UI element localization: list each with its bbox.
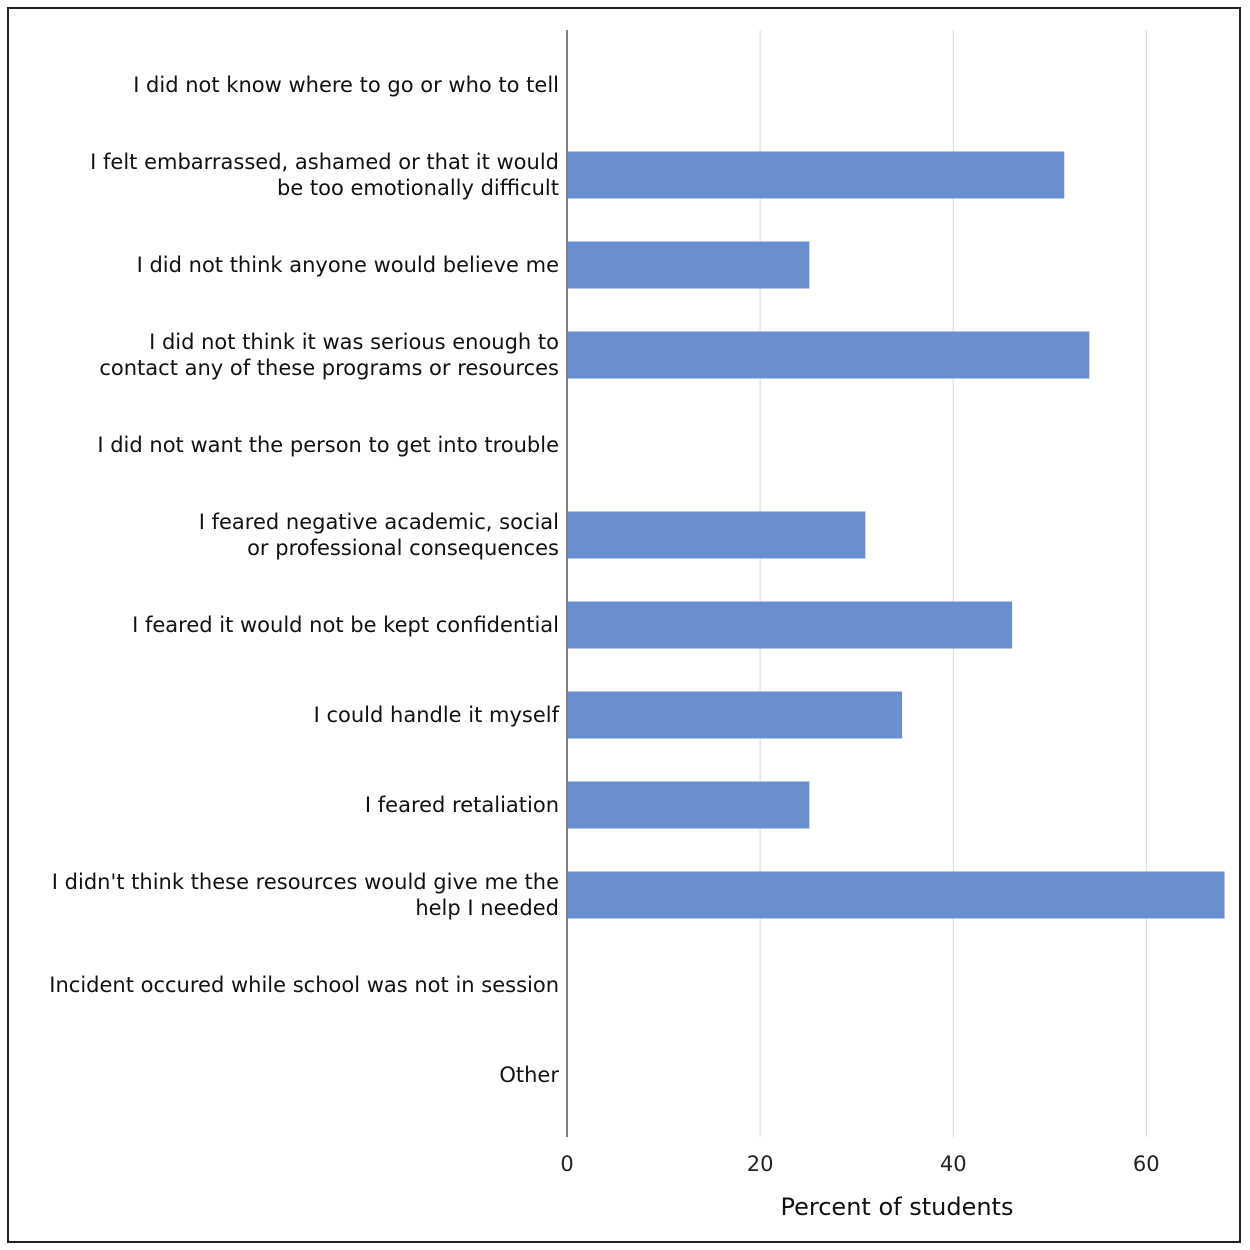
- tick-label-20: 20: [747, 1152, 774, 1176]
- x-axis-title: Percent of students: [781, 1193, 1014, 1221]
- bar-9: [568, 871, 1225, 919]
- x-tick-labels: 0 20 40 60: [560, 1152, 1159, 1176]
- category-label-2: I did not think anyone would believe me: [137, 253, 559, 277]
- category-labels: I did not know where to go or who to tel…: [49, 73, 559, 1087]
- category-label-1: I felt embarrassed, ashamed or that it w…: [90, 150, 559, 200]
- bars: [568, 151, 1225, 919]
- tick-label-0: 0: [560, 1152, 573, 1176]
- category-label-5: I feared negative academic, social or pro…: [199, 510, 559, 560]
- bar-1: [568, 151, 1065, 199]
- category-label-10: Incident occured while school was not in…: [49, 973, 559, 997]
- category-label-11: Other: [499, 1063, 559, 1087]
- category-label-8: I feared retaliation: [365, 793, 559, 817]
- category-label-3: I did not think it was serious enough to…: [99, 330, 559, 380]
- tick-label-60: 60: [1133, 1152, 1160, 1176]
- bar-7: [568, 691, 903, 739]
- category-label-7: I could handle it myself: [314, 703, 560, 727]
- bar-5: [568, 511, 866, 559]
- category-label-6: I feared it would not be kept confidenti…: [132, 613, 559, 637]
- tick-label-40: 40: [940, 1152, 967, 1176]
- bar-2: [568, 241, 810, 289]
- bar-3: [568, 331, 1090, 379]
- gridlines: [759, 30, 1147, 1137]
- category-label-0: I did not know where to go or who to tel…: [133, 73, 559, 97]
- category-label-9: I didn't think these resources would giv…: [52, 870, 559, 920]
- category-label-4: I did not want the person to get into tr…: [97, 433, 559, 457]
- bar-6: [568, 601, 1013, 649]
- bar-8: [568, 781, 810, 829]
